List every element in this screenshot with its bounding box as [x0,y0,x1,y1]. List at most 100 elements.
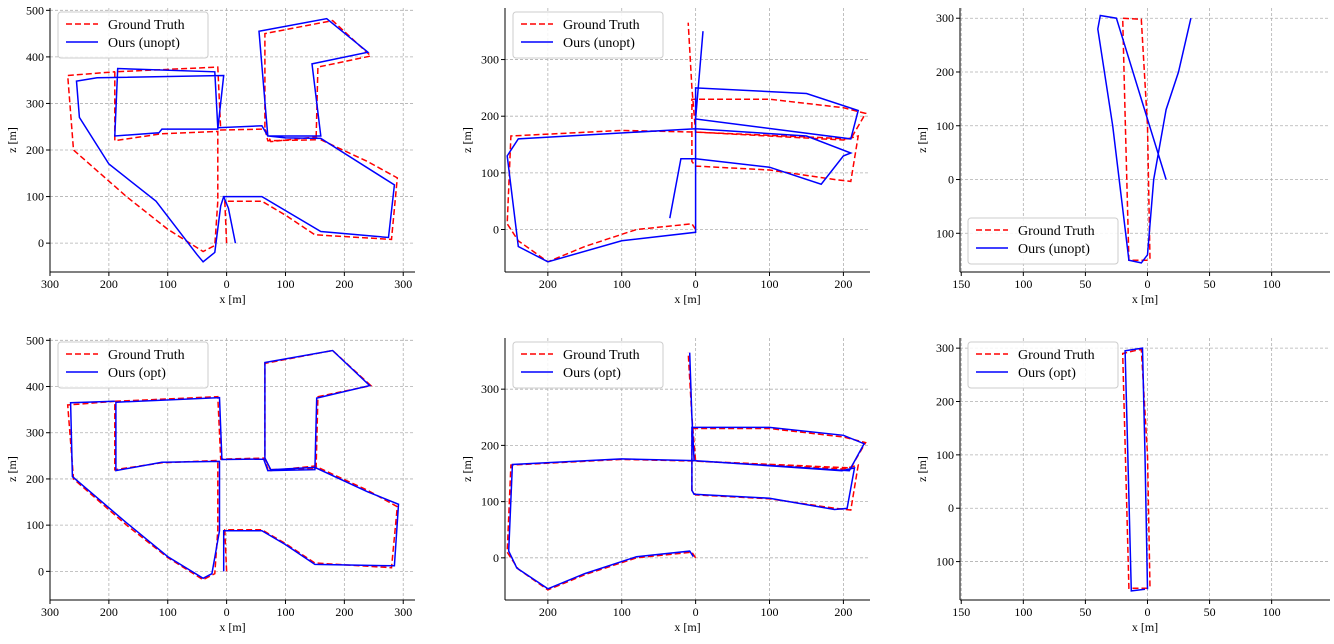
x-tick-label: 100 [1014,605,1032,619]
y-axis-label: z [m] [915,127,929,153]
legend-label: Ground Truth [108,348,185,363]
x-tick-label: 200 [539,605,557,619]
legend-label: Ours (opt) [563,366,621,381]
trajectory-line [66,19,399,253]
y-tick-label: 100 [936,119,954,133]
subplot: 300 200 100 0 100 200 300 0 100 200 300 400 500 x [m]… [5,333,415,634]
x-tick-label: 300 [394,605,412,619]
legend-label: Ours (opt) [108,366,166,381]
x-tick-label: 0 [224,605,230,619]
x-tick-label: 50 [1204,277,1216,291]
x-tick-label: 200 [335,605,353,619]
x-tick-label: 50 [1079,605,1091,619]
trajectory-line [1097,14,1192,264]
x-tick-label: 200 [100,605,118,619]
x-tick-label: 100 [276,277,294,291]
x-tick-label: 0 [1144,605,1150,619]
y-tick-label: 200 [26,472,44,486]
x-tick-label: 200 [100,277,118,291]
x-axis-label: x [m] [674,292,700,306]
y-tick-label: 300 [936,341,954,355]
x-tick-label: 100 [1263,277,1281,291]
y-axis-label: z [m] [5,456,19,482]
legend-label: Ground Truth [563,18,640,33]
y-tick-label: 100 [936,226,954,240]
y-tick-label: 100 [26,518,44,532]
y-axis-label: z [m] [5,127,19,153]
trajectory-line [69,349,400,580]
y-tick-label: 0 [38,564,44,578]
x-tick-label: 300 [394,277,412,291]
x-tick-label: 50 [1079,277,1091,291]
x-axis-label: x [m] [1132,620,1158,634]
x-tick-label: 200 [834,605,852,619]
x-tick-label: 100 [1263,605,1281,619]
trajectory-line [1121,17,1151,261]
subplot: 200 100 0 100 200 0 100 200 300 x [m] z [m] Ground … [460,8,870,306]
x-tick-label: 50 [1204,605,1216,619]
x-axis-label: x [m] [219,292,245,306]
x-tick-label: 300 [41,277,59,291]
y-tick-label: 400 [26,380,44,394]
legend-label: Ground Truth [563,348,640,363]
y-tick-label: 100 [481,166,499,180]
trajectory-line [507,352,866,590]
x-tick-label: 100 [159,277,177,291]
y-tick-label: 0 [948,501,954,515]
trajectory-line [75,17,396,263]
x-tick-label: 0 [693,605,699,619]
legend-label: Ours (unopt) [1018,242,1090,257]
legend-label: Ours (opt) [1018,366,1076,381]
y-axis-label: z [m] [915,456,929,482]
subplot: 150 100 50 0 50 100 100 0 100 200 300 x [m] z [m] Gro… [915,8,1330,306]
x-axis-label: x [m] [674,620,700,634]
x-axis-label: x [m] [219,620,245,634]
y-tick-label: 100 [481,495,499,509]
x-tick-label: 0 [1144,277,1150,291]
x-axis-label: x [m] [1132,292,1158,306]
x-tick-label: 100 [613,277,631,291]
y-tick-label: 100 [936,448,954,462]
x-tick-label: 0 [224,277,230,291]
legend-label: Ours (unopt) [563,36,635,51]
y-tick-label: 300 [26,96,44,110]
trajectory-line [506,22,867,263]
x-tick-label: 0 [693,277,699,291]
y-tick-label: 200 [936,65,954,79]
x-tick-label: 200 [539,277,557,291]
trajectory-line [1124,347,1149,592]
y-tick-label: 300 [481,382,499,396]
legend-label: Ours (unopt) [108,36,180,51]
y-tick-label: 0 [493,223,499,237]
y-tick-label: 500 [26,3,44,17]
subplot: 300 200 100 0 100 200 300 0 100 200 300 400 500 x [m]… [5,3,415,306]
subplot: 200 100 0 100 200 0 100 200 300 x [m] z [m] Ground … [460,338,870,634]
y-tick-label: 200 [936,394,954,408]
legend-label: Ground Truth [1018,348,1095,363]
x-tick-label: 100 [761,277,779,291]
y-tick-label: 200 [26,143,44,157]
x-tick-label: 100 [1014,277,1032,291]
x-tick-label: 100 [159,605,177,619]
y-tick-label: 200 [481,438,499,452]
y-axis-label: z [m] [460,127,474,153]
y-tick-label: 0 [493,551,499,565]
trajectory-line [506,31,860,263]
legend-label: Ground Truth [108,18,185,33]
trajectory-line [1121,348,1151,590]
x-tick-label: 100 [613,605,631,619]
x-tick-label: 300 [41,605,59,619]
y-tick-label: 100 [26,190,44,204]
y-tick-label: 300 [936,11,954,25]
y-tick-label: 300 [481,53,499,67]
y-tick-label: 400 [26,50,44,64]
x-tick-label: 100 [276,605,294,619]
x-tick-label: 200 [335,277,353,291]
subplot: 150 100 50 0 50 100 100 0 100 200 300 x [m] z [m] Gro… [915,338,1330,634]
y-tick-label: 500 [26,333,44,347]
y-tick-label: 200 [481,109,499,123]
y-tick-label: 100 [936,555,954,569]
y-tick-label: 0 [38,236,44,250]
x-tick-label: 200 [834,277,852,291]
